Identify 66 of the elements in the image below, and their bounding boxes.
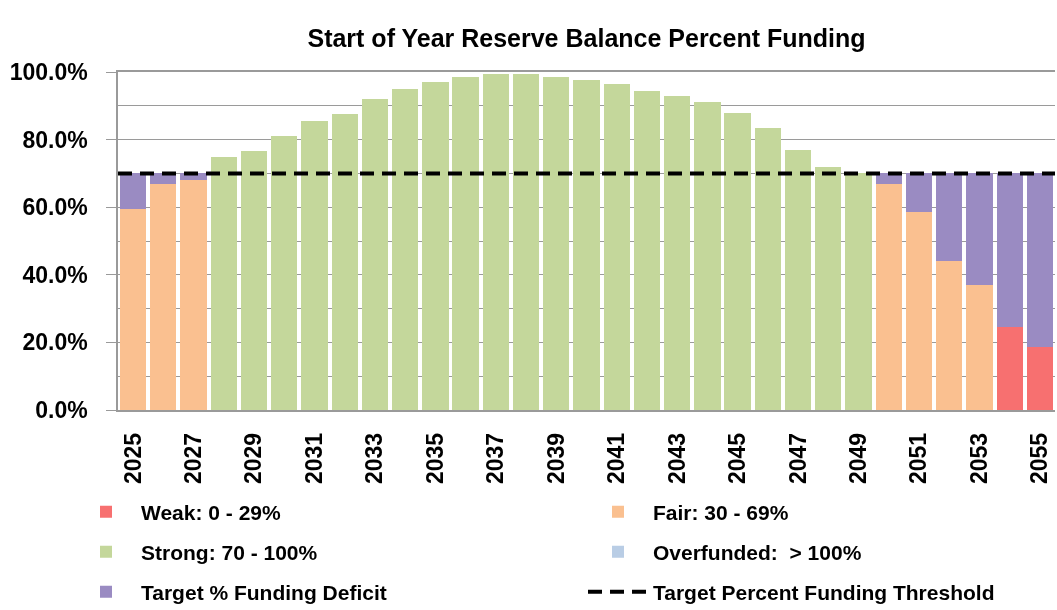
x-tick-label: 2031: [300, 432, 327, 485]
x-tick-label: 2029: [240, 432, 267, 485]
x-tick-label: 2055: [1026, 432, 1053, 485]
y-tick-label: 80.0%: [22, 126, 88, 153]
bar: [392, 88, 419, 410]
x-tick-label: 2035: [421, 432, 448, 485]
chart-title: Start of Year Reserve Balance Percent Funding: [307, 23, 866, 52]
x-tick-label: 2049: [845, 432, 872, 485]
y-tick-label: 60.0%: [22, 194, 88, 221]
bar: [694, 102, 721, 410]
x-tick-label: 2043: [663, 432, 690, 485]
bar: [996, 327, 1023, 410]
bar: [452, 77, 479, 410]
x-tick-label: 2033: [361, 432, 388, 485]
bar: [210, 156, 237, 410]
bar: [966, 173, 993, 285]
bar: [422, 82, 449, 410]
bar: [543, 77, 570, 410]
legend-label: Target Percent Funding Threshold: [653, 580, 995, 604]
legend-label: Weak: 0 - 29%: [141, 500, 282, 524]
bar: [573, 80, 600, 410]
bar: [905, 212, 933, 410]
x-tick-label: 2051: [905, 432, 932, 485]
legend-label: Fair: 30 - 69%: [653, 500, 789, 524]
bar: [724, 112, 751, 410]
bar: [936, 173, 963, 262]
bar: [482, 73, 509, 410]
legend-label: Overfunded: > 100%: [653, 540, 862, 564]
bar: [603, 83, 630, 410]
bar: [815, 166, 842, 410]
bar: [664, 95, 691, 410]
bar: [905, 173, 933, 213]
x-tick-label: 2027: [180, 432, 207, 485]
bar: [150, 183, 177, 410]
bar: [1026, 347, 1054, 410]
bar: [845, 173, 872, 410]
x-tick-label: 2037: [482, 432, 509, 485]
bar: [1026, 173, 1054, 348]
bar: [633, 90, 661, 410]
x-tick-label: 2045: [724, 432, 751, 485]
bar: [512, 73, 540, 410]
legend-label: Strong: 70 - 100%: [141, 540, 318, 564]
x-tick-label: 2039: [542, 432, 569, 485]
y-tick-label: 0.0%: [35, 397, 88, 424]
bar: [936, 261, 963, 410]
bar: [754, 127, 781, 410]
bar: [119, 208, 147, 410]
bar: [361, 99, 389, 410]
y-tick-label: 20.0%: [22, 329, 88, 356]
bar: [996, 173, 1023, 328]
bar: [240, 151, 268, 410]
x-tick-label: 2053: [965, 432, 992, 485]
bar: [966, 284, 993, 410]
x-tick-label: 2025: [119, 432, 146, 485]
bar: [180, 180, 207, 410]
bar: [331, 114, 358, 410]
bar: [271, 136, 298, 410]
bar: [875, 183, 902, 410]
x-tick-label: 2047: [784, 432, 811, 485]
y-tick-label: 100.0%: [9, 59, 88, 86]
x-tick-label: 2041: [603, 432, 630, 485]
bar: [119, 173, 147, 209]
bar: [301, 121, 328, 410]
bar: [784, 149, 812, 410]
y-tick-label: 40.0%: [22, 261, 88, 288]
legend-label: Target % Funding Deficit: [141, 580, 387, 604]
